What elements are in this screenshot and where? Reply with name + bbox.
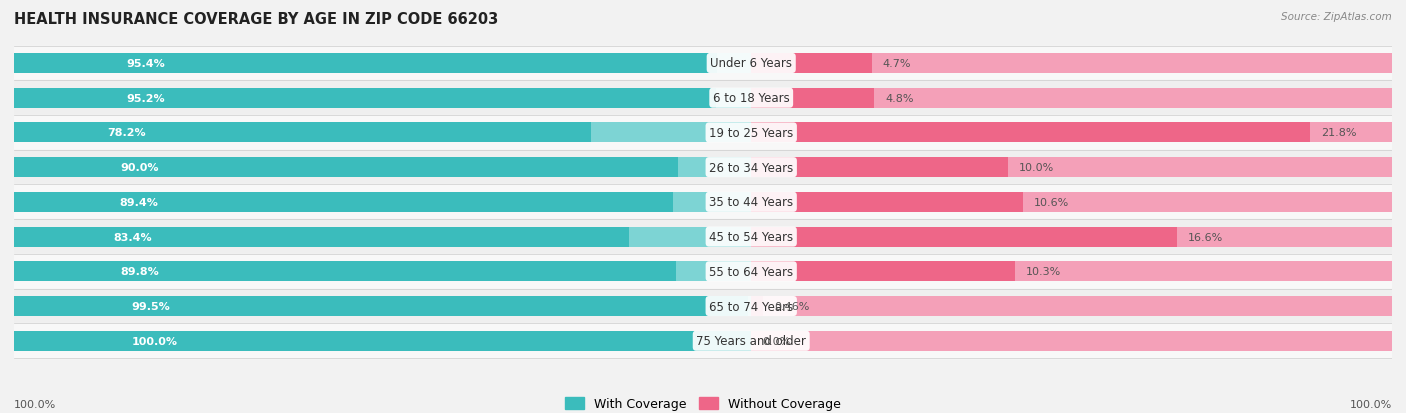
Bar xyxy=(14,261,751,282)
Text: 4.7%: 4.7% xyxy=(883,59,911,69)
Text: 100.0%: 100.0% xyxy=(1350,399,1392,409)
Text: 83.4%: 83.4% xyxy=(112,232,152,242)
Text: HEALTH INSURANCE COVERAGE BY AGE IN ZIP CODE 66203: HEALTH INSURANCE COVERAGE BY AGE IN ZIP … xyxy=(14,12,498,27)
Bar xyxy=(751,88,1392,109)
Bar xyxy=(14,227,628,247)
Bar xyxy=(14,296,748,316)
Bar xyxy=(751,331,1392,351)
Bar xyxy=(751,261,1392,282)
Text: 99.5%: 99.5% xyxy=(131,301,170,311)
Bar xyxy=(14,227,751,247)
Bar xyxy=(751,192,1392,212)
Bar xyxy=(14,185,1392,220)
Text: 55 to 64 Years: 55 to 64 Years xyxy=(709,265,793,278)
Bar xyxy=(14,54,717,74)
Bar xyxy=(751,158,1008,178)
Bar xyxy=(751,158,1392,178)
Bar xyxy=(751,54,1392,74)
Bar xyxy=(751,123,1392,143)
Bar xyxy=(14,324,1392,358)
Text: Source: ZipAtlas.com: Source: ZipAtlas.com xyxy=(1281,12,1392,22)
Bar xyxy=(14,88,751,109)
Text: 4.8%: 4.8% xyxy=(886,93,914,103)
Bar xyxy=(14,254,1392,289)
Text: 21.8%: 21.8% xyxy=(1322,128,1357,138)
Text: 10.6%: 10.6% xyxy=(1033,197,1069,207)
Bar xyxy=(14,192,751,212)
Bar xyxy=(751,192,1024,212)
Bar xyxy=(14,261,676,282)
Bar xyxy=(14,289,1392,324)
Bar xyxy=(14,192,673,212)
Text: 10.3%: 10.3% xyxy=(1026,267,1062,277)
Bar xyxy=(14,47,1392,81)
Bar xyxy=(751,54,872,74)
Bar xyxy=(14,296,751,316)
Text: 100.0%: 100.0% xyxy=(132,336,177,346)
Bar xyxy=(14,123,751,143)
Text: 26 to 34 Years: 26 to 34 Years xyxy=(709,161,793,174)
Bar xyxy=(14,81,1392,116)
Bar xyxy=(14,158,678,178)
Text: 90.0%: 90.0% xyxy=(121,163,159,173)
Bar xyxy=(751,296,763,316)
Text: 19 to 25 Years: 19 to 25 Years xyxy=(709,127,793,140)
Text: 16.6%: 16.6% xyxy=(1188,232,1223,242)
Text: 100.0%: 100.0% xyxy=(14,399,56,409)
Bar xyxy=(14,54,751,74)
Text: 78.2%: 78.2% xyxy=(107,128,146,138)
Text: 6 to 18 Years: 6 to 18 Years xyxy=(713,92,790,105)
Text: 65 to 74 Years: 65 to 74 Years xyxy=(709,300,793,313)
Bar xyxy=(751,123,1310,143)
Text: Under 6 Years: Under 6 Years xyxy=(710,57,792,70)
Text: 95.2%: 95.2% xyxy=(127,93,165,103)
Text: 89.8%: 89.8% xyxy=(121,267,159,277)
Bar xyxy=(14,331,751,351)
Text: 89.4%: 89.4% xyxy=(120,197,159,207)
Text: 45 to 54 Years: 45 to 54 Years xyxy=(709,230,793,244)
Bar xyxy=(14,88,716,109)
Text: 0.46%: 0.46% xyxy=(775,301,810,311)
Bar xyxy=(14,158,751,178)
Legend: With Coverage, Without Coverage: With Coverage, Without Coverage xyxy=(561,392,845,413)
Bar xyxy=(751,261,1015,282)
Bar xyxy=(751,296,1392,316)
Text: 10.0%: 10.0% xyxy=(1018,163,1053,173)
Bar xyxy=(751,227,1392,247)
Text: 35 to 44 Years: 35 to 44 Years xyxy=(709,196,793,209)
Bar xyxy=(14,123,591,143)
Bar xyxy=(14,331,751,351)
Bar xyxy=(751,227,1177,247)
Text: 0.0%: 0.0% xyxy=(762,336,790,346)
Bar xyxy=(14,150,1392,185)
Text: 75 Years and older: 75 Years and older xyxy=(696,335,806,347)
Bar xyxy=(751,88,875,109)
Bar xyxy=(14,220,1392,254)
Bar xyxy=(14,116,1392,150)
Text: 95.4%: 95.4% xyxy=(127,59,165,69)
